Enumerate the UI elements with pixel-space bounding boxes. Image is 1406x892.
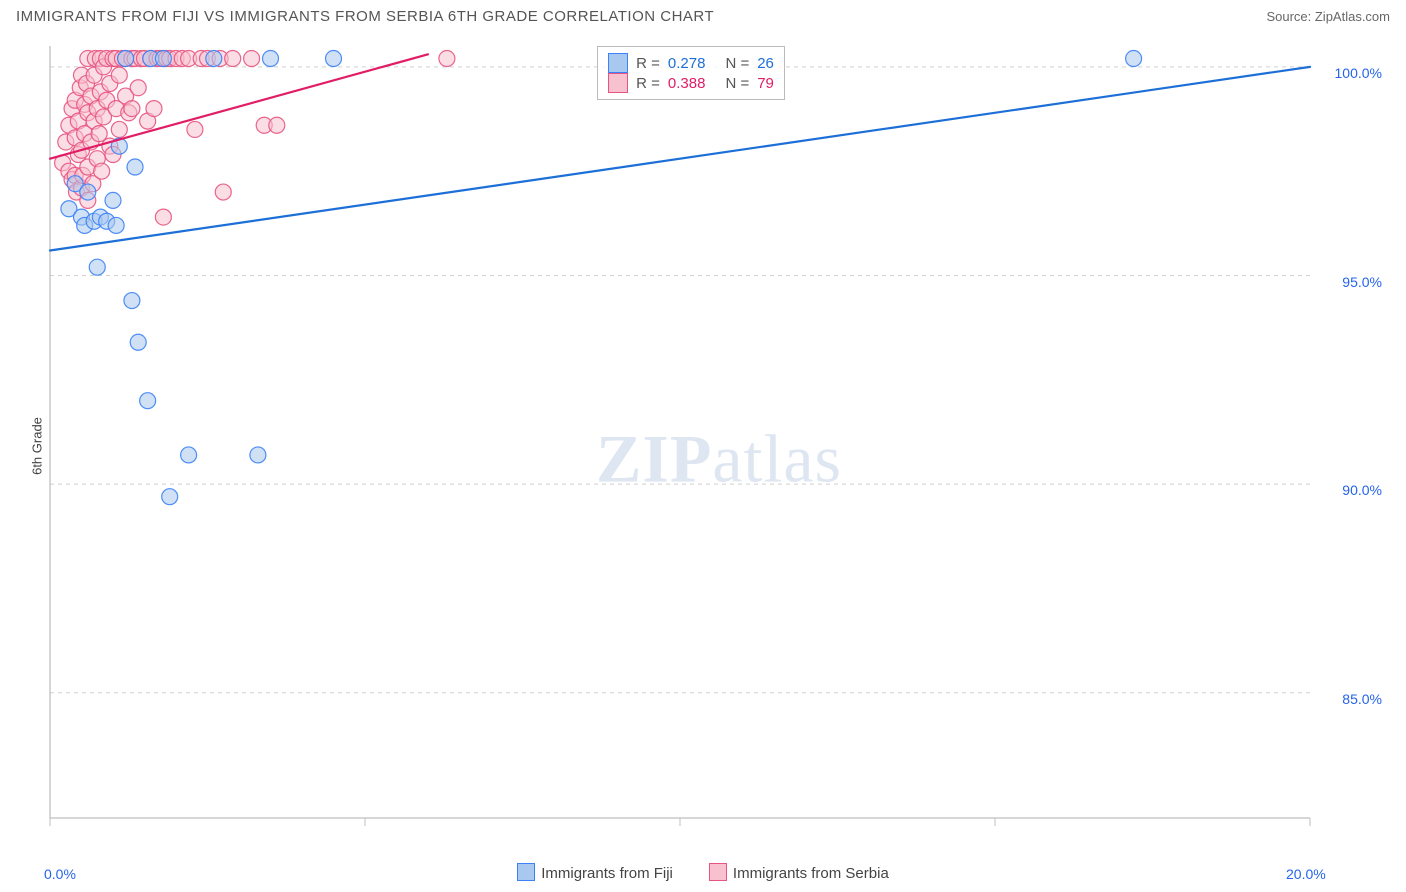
legend-label: Immigrants from Serbia xyxy=(733,865,889,882)
plot-area: ZIPatlas R = 0.278N = 26R = 0.388N = 79 … xyxy=(42,42,1396,844)
legend-row: R = 0.278 N = 26 xyxy=(608,53,774,73)
y-tick-label: 85.0% xyxy=(1342,691,1382,707)
swatch-icon xyxy=(608,53,628,73)
r-value: 0.278 xyxy=(668,55,706,72)
n-label: N = xyxy=(725,75,749,92)
y-tick-label: 95.0% xyxy=(1342,274,1382,290)
swatch-icon xyxy=(709,863,727,881)
n-value: 79 xyxy=(757,75,774,92)
n-label: N = xyxy=(725,55,749,72)
legend-row: R = 0.388 N = 79 xyxy=(608,73,774,93)
r-label: R = xyxy=(636,75,660,92)
swatch-icon xyxy=(517,863,535,881)
chart-title: IMMIGRANTS FROM FIJI VS IMMIGRANTS FROM … xyxy=(16,8,714,25)
chart-source: Source: ZipAtlas.com xyxy=(1266,9,1390,24)
legend-label: Immigrants from Fiji xyxy=(541,865,673,882)
r-label: R = xyxy=(636,55,660,72)
n-value: 26 xyxy=(757,55,774,72)
y-tick-label: 90.0% xyxy=(1342,482,1382,498)
swatch-icon xyxy=(608,73,628,93)
legend-item-fiji: Immigrants from Fiji xyxy=(517,863,673,882)
correlation-legend: R = 0.278 N = 26 R = 0.388 N = 79 xyxy=(597,46,785,100)
bottom-legend: Immigrants from Fiji Immigrants from Ser… xyxy=(0,863,1406,882)
chart-header: IMMIGRANTS FROM FIJI VS IMMIGRANTS FROM … xyxy=(0,0,1406,29)
y-tick-label: 100.0% xyxy=(1335,65,1382,81)
scatter-chart-svg xyxy=(42,42,1396,844)
legend-item-serbia: Immigrants from Serbia xyxy=(709,863,889,882)
source-name: ZipAtlas.com xyxy=(1315,9,1390,24)
r-value: 0.388 xyxy=(668,75,706,92)
source-prefix: Source: xyxy=(1266,9,1314,24)
